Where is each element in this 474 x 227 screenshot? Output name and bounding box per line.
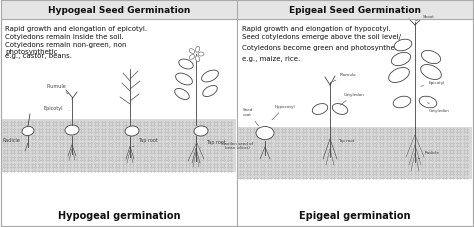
Ellipse shape <box>203 86 217 97</box>
Text: Radicle: Radicle <box>418 150 440 159</box>
Ellipse shape <box>189 49 195 54</box>
Text: Cotyledon: Cotyledon <box>428 103 450 113</box>
Text: Rapid growth and elongation of epicotyl.: Rapid growth and elongation of epicotyl. <box>5 26 147 32</box>
Ellipse shape <box>419 97 437 108</box>
Ellipse shape <box>195 47 200 53</box>
Ellipse shape <box>22 127 34 136</box>
Text: Plumulo: Plumulo <box>332 73 356 82</box>
Ellipse shape <box>175 89 189 100</box>
Ellipse shape <box>394 40 412 52</box>
Ellipse shape <box>175 74 192 86</box>
Ellipse shape <box>389 68 410 83</box>
Bar <box>238 0 473 20</box>
Ellipse shape <box>65 126 79 136</box>
Text: Top root: Top root <box>333 138 355 146</box>
Text: Seed cotyledons emerge above the soil level/: Seed cotyledons emerge above the soil le… <box>242 34 401 40</box>
Text: Hypocotyl: Hypocotyl <box>272 105 296 121</box>
Text: Epigeal germination: Epigeal germination <box>299 210 411 220</box>
Ellipse shape <box>421 51 441 64</box>
Text: Epicotyl: Epicotyl <box>421 81 446 87</box>
Bar <box>1 0 237 20</box>
Text: Cotyledons remain inside the soil.: Cotyledons remain inside the soil. <box>5 34 124 40</box>
Ellipse shape <box>420 65 441 80</box>
Bar <box>238 127 472 179</box>
Text: Tap root: Tap root <box>132 137 158 147</box>
Text: Cotyledon: Cotyledon <box>340 93 365 106</box>
Text: Tap root: Tap root <box>201 139 226 148</box>
Ellipse shape <box>201 71 219 83</box>
Text: e.g., maize, rice.: e.g., maize, rice. <box>242 56 300 62</box>
Ellipse shape <box>189 55 195 60</box>
Text: Epigeal Seed Germination: Epigeal Seed Germination <box>289 5 421 15</box>
Ellipse shape <box>179 60 193 70</box>
Ellipse shape <box>198 53 204 57</box>
Text: Radicle: Radicle <box>3 137 21 142</box>
Text: Cotyledons remain non-green, non
photosynthetic: Cotyledons remain non-green, non photosy… <box>5 42 127 55</box>
Text: Cotyledons become green and photosynthetic: Cotyledons become green and photosynthet… <box>242 45 403 51</box>
Text: Hypogeal germination: Hypogeal germination <box>58 210 180 220</box>
Ellipse shape <box>125 126 139 136</box>
Ellipse shape <box>332 104 348 115</box>
Ellipse shape <box>194 126 208 136</box>
Text: Rapid growth and elongation of hypocotyl.: Rapid growth and elongation of hypocotyl… <box>242 26 391 32</box>
Text: Swollen seed of
bean (dicot): Swollen seed of bean (dicot) <box>221 141 253 150</box>
Ellipse shape <box>312 104 328 115</box>
Text: Plumule: Plumule <box>47 84 68 95</box>
Text: Shoot: Shoot <box>415 15 435 22</box>
Text: Epicotyl: Epicotyl <box>44 106 69 111</box>
Ellipse shape <box>393 97 411 108</box>
Bar <box>2 119 236 172</box>
Text: e.g., castor, beans.: e.g., castor, beans. <box>5 53 72 59</box>
Text: Seed
coat: Seed coat <box>243 108 258 126</box>
Ellipse shape <box>256 127 274 140</box>
Text: Hypogeal Seed Germination: Hypogeal Seed Germination <box>48 5 190 15</box>
Ellipse shape <box>195 57 200 62</box>
Ellipse shape <box>392 53 410 66</box>
